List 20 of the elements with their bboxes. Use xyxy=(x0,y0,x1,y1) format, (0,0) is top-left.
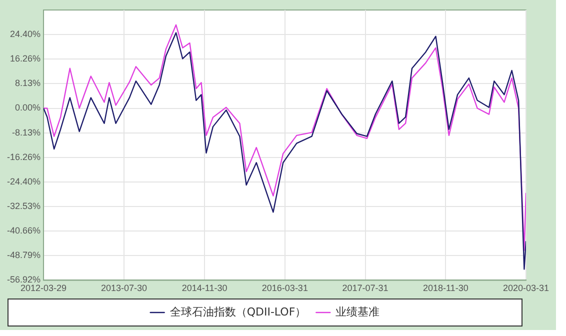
x-tick-label: 2013-07-30 xyxy=(101,283,148,294)
x-tick-label: 2016-03-31 xyxy=(262,283,308,294)
y-tick-label: -16.26% xyxy=(6,152,41,162)
y-tick-label: 24.40% xyxy=(10,29,41,40)
y-tick-label: 8.13% xyxy=(14,78,41,88)
y-tick-label: 0.00% xyxy=(14,102,41,113)
y-tick-label: -24.40% xyxy=(6,176,41,186)
x-tick-label: 2012-03-29 xyxy=(20,283,67,294)
y-tick-label: -8.13% xyxy=(12,127,41,138)
y-tick-label: -40.66% xyxy=(6,226,41,236)
legend-label: 全球石油指数（QDII-LOF） xyxy=(170,305,306,318)
x-tick-label: 2020-03-31 xyxy=(502,283,550,294)
legend-label: 业绩基准 xyxy=(336,305,380,318)
y-tick-label: -32.53% xyxy=(6,201,41,212)
y-tick-label: 16.26% xyxy=(10,54,41,64)
y-tick-label: -56.92% xyxy=(6,274,41,285)
x-tick-label: 2018-11-30 xyxy=(422,283,468,294)
x-tick-label: 2017-07-31 xyxy=(342,283,388,294)
y-tick-label: -48.79% xyxy=(6,250,41,260)
x-tick-label: 2014-11-30 xyxy=(182,283,228,294)
